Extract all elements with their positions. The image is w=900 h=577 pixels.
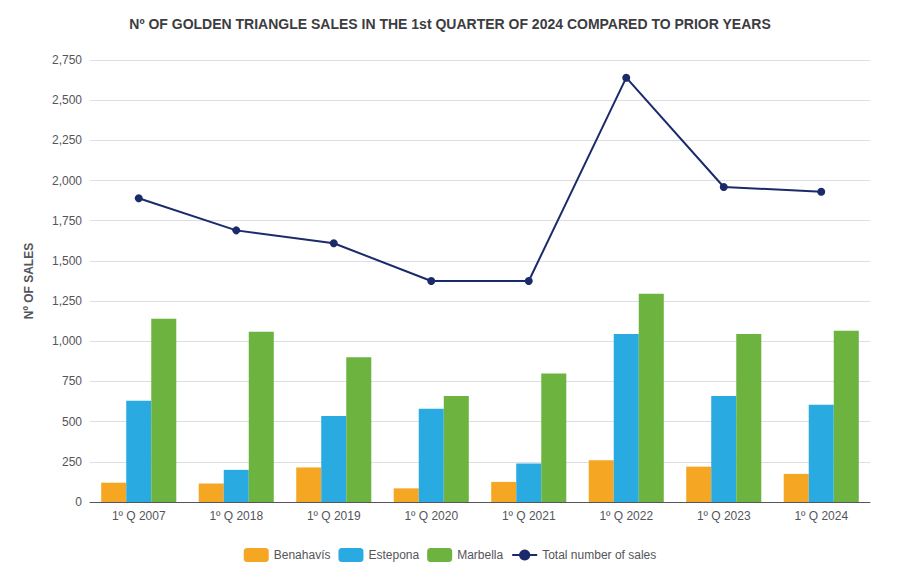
svg-text:Benahavís: Benahavís: [274, 548, 331, 562]
svg-text:1º Q 2023: 1º Q 2023: [697, 509, 751, 523]
svg-text:1º Q 2022: 1º Q 2022: [599, 509, 653, 523]
svg-text:250: 250: [62, 455, 82, 469]
svg-text:Marbella: Marbella: [457, 548, 503, 562]
svg-text:1º Q 2021: 1º Q 2021: [502, 509, 556, 523]
svg-text:1,250: 1,250: [52, 294, 82, 308]
svg-text:1,500: 1,500: [52, 254, 82, 268]
svg-text:500: 500: [62, 415, 82, 429]
svg-text:Nº OF GOLDEN TRIANGLE SALES IN: Nº OF GOLDEN TRIANGLE SALES IN THE 1st Q…: [129, 16, 770, 32]
svg-text:2,750: 2,750: [52, 53, 82, 67]
svg-text:1º Q 2024: 1º Q 2024: [794, 509, 848, 523]
svg-text:2,500: 2,500: [52, 93, 82, 107]
svg-text:Total number of sales: Total number of sales: [542, 548, 656, 562]
svg-text:0: 0: [75, 495, 82, 509]
svg-text:Nº OF SALES: Nº OF SALES: [22, 243, 36, 319]
svg-text:1º Q 2020: 1º Q 2020: [404, 509, 458, 523]
svg-text:1º Q 2018: 1º Q 2018: [209, 509, 263, 523]
svg-text:1º Q 2019: 1º Q 2019: [307, 509, 361, 523]
svg-text:750: 750: [62, 374, 82, 388]
svg-text:1º Q 2007: 1º Q 2007: [112, 509, 166, 523]
svg-text:1,750: 1,750: [52, 214, 82, 228]
svg-text:2,000: 2,000: [52, 174, 82, 188]
svg-text:Estepona: Estepona: [368, 548, 419, 562]
svg-text:1,000: 1,000: [52, 334, 82, 348]
svg-text:2,250: 2,250: [52, 133, 82, 147]
